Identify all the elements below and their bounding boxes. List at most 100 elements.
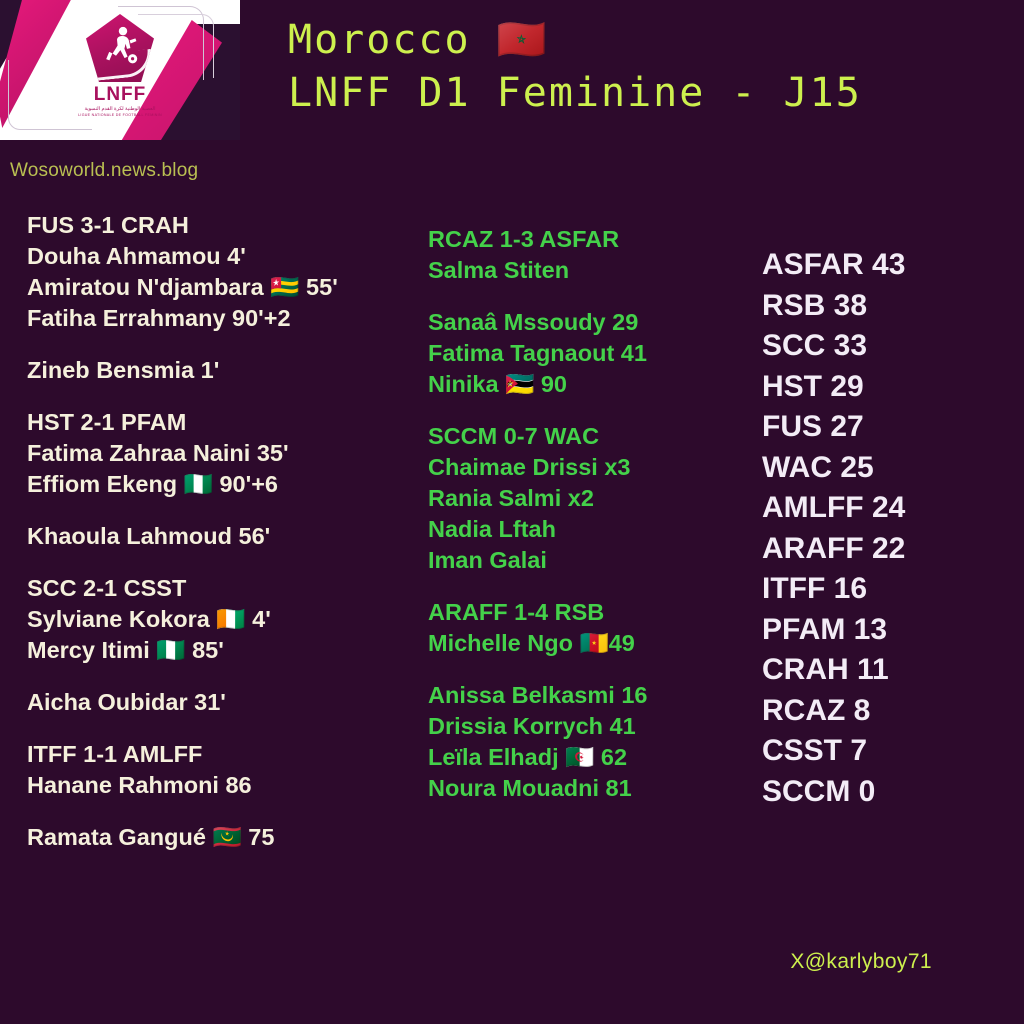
- country-flag-icon: 🇹🇬: [270, 273, 300, 301]
- result-line: Amiratou N'djambara 🇹🇬 55': [27, 272, 427, 303]
- standings-column: ASFAR 43 RSB 38 SCC 33 HST 29 FUS 27 WAC 25 AM…: [762, 245, 1022, 812]
- result-line: Mercy Itimi 🇳🇬 85': [27, 635, 427, 666]
- result-line: HST 2-1 PFAM: [27, 407, 427, 438]
- match-result-block: ITFF 1-1 AMLFF Hanane Rahmoni 86: [27, 739, 427, 801]
- logo-swoosh-decor: [90, 48, 154, 82]
- results-column-left: FUS 3-1 CRAH Douha Ahmamou 4' Amiratou N'd…: [27, 210, 427, 853]
- title-country-line: Morocco 🇲🇦: [288, 14, 862, 67]
- logo-subtitle-arabic: العصبة الوطنية لكرة القدم النسوية: [84, 106, 156, 112]
- standings-row: RCAZ 8: [762, 693, 871, 727]
- morocco-flag-icon: 🇲🇦: [496, 17, 547, 63]
- result-line: Douha Ahmamou 4': [27, 241, 427, 272]
- country-flag-icon: 🇳🇬: [156, 636, 186, 664]
- result-line-text: Salma Stiten: [428, 257, 570, 283]
- result-line: SCC 2-1 CSST: [27, 573, 427, 604]
- result-line-text: Fatima Zahraa Naini 35': [27, 440, 289, 466]
- logo-subtitle-french: LIGUE NATIONALE DE FOOTBALL FEMININ: [78, 112, 162, 117]
- result-line-text: Sylviane Kokora: [27, 606, 217, 632]
- blog-url-label[interactable]: Wosoworld.news.blog: [10, 160, 199, 181]
- result-line-text: Anissa Belkasmi 16: [428, 682, 648, 708]
- result-line-text: Ninika: [428, 371, 506, 397]
- result-line-text: Drissia Korrych 41: [428, 713, 636, 739]
- result-line: Ninika 🇲🇿 90: [428, 369, 748, 400]
- lnff-logo: LNFF العصبة الوطنية لكرة القدم النسوية L…: [60, 14, 180, 117]
- result-line: Hanane Rahmoni 86: [27, 770, 427, 801]
- result-line: Sylviane Kokora 🇨🇮 4': [27, 604, 427, 635]
- standings-row: WAC 25: [762, 450, 874, 484]
- result-line-text: SCC 2-1 CSST: [27, 575, 187, 601]
- result-line-text: Aicha Oubidar 31': [27, 689, 226, 715]
- result-line: Iman Galai: [428, 545, 748, 576]
- match-result-block: ARAFF 1-4 RSB Michelle Ngo 🇨🇲49: [428, 597, 748, 659]
- result-line-text: Ramata Gangué: [27, 824, 213, 850]
- result-line-text: SCCM 0-7 WAC: [428, 423, 600, 449]
- result-line: Chaimae Drissi x3: [428, 452, 748, 483]
- result-line-text: ARAFF 1-4 RSB: [428, 599, 605, 625]
- result-line-text: Douha Ahmamou 4': [27, 243, 246, 269]
- result-line: SCCM 0-7 WAC: [428, 421, 748, 452]
- standings-row: ARAFF 22: [762, 531, 906, 565]
- result-line: Noura Mouadni 81: [428, 773, 748, 804]
- result-line: Anissa Belkasmi 16: [428, 680, 748, 711]
- result-line-text: 75: [241, 824, 275, 850]
- result-line: Salma Stiten: [428, 255, 748, 286]
- match-result-block: Ramata Gangué 🇲🇷 75: [27, 822, 427, 853]
- title-competition-line: LNFF D1 Feminine - J15: [288, 69, 862, 116]
- result-line: Michelle Ngo 🇨🇲49: [428, 628, 748, 659]
- result-line-text: RCAZ 1-3 ASFAR: [428, 226, 620, 252]
- result-line: Khaoula Lahmoud 56': [27, 521, 427, 552]
- result-line: Effiom Ekeng 🇳🇬 90'+6: [27, 469, 427, 500]
- result-line-text: Fatima Tagnaout 41: [428, 340, 647, 366]
- result-line: Zineb Bensmia 1': [27, 355, 427, 386]
- country-flag-icon: 🇨🇲: [579, 629, 609, 657]
- match-result-block: Anissa Belkasmi 16 Drissia Korrych 41 Leïl…: [428, 680, 748, 804]
- result-line-text: Leïla Elhadj: [428, 744, 566, 770]
- banner-outline-decor-left: [8, 60, 92, 130]
- match-result-block: SCCM 0-7 WAC Chaimae Drissi x3 Rania Salmi…: [428, 421, 748, 576]
- standings-row: AMLFF 24: [762, 491, 906, 524]
- country-flag-icon: 🇳🇬: [183, 470, 213, 498]
- country-flag-icon: 🇨🇮: [216, 605, 246, 633]
- result-line: Sanaâ Mssoudy 29: [428, 307, 748, 338]
- result-line: Fatima Zahraa Naini 35': [27, 438, 427, 469]
- match-result-block: Khaoula Lahmoud 56': [27, 521, 427, 552]
- author-handle[interactable]: X@karlyboy71: [790, 950, 932, 973]
- match-result-block: Zineb Bensmia 1': [27, 355, 427, 386]
- result-line-text: 49: [608, 630, 635, 656]
- result-line: Fatiha Errahmany 90'+2: [27, 303, 427, 334]
- country-flag-icon: 🇩🇿: [565, 743, 595, 771]
- match-result-block: SCC 2-1 CSST Sylviane Kokora 🇨🇮 4' Mercy I…: [27, 573, 427, 666]
- result-line-text: 90: [534, 371, 567, 397]
- result-line: Nadia Lftah: [428, 514, 748, 545]
- country-flag-icon: 🇲🇷: [212, 823, 242, 851]
- result-line-text: Mercy Itimi: [27, 637, 157, 663]
- result-line-text: Rania Salmi x2: [428, 485, 594, 511]
- logo-wordmark: LNFF: [93, 84, 147, 105]
- result-line: Drissia Korrych 41: [428, 711, 748, 742]
- match-result-block: RCAZ 1-3 ASFAR Salma Stiten: [428, 224, 748, 286]
- banner-outline-decor-right-inner: [138, 14, 214, 78]
- result-line: FUS 3-1 CRAH: [27, 210, 427, 241]
- result-line-text: 55': [299, 274, 338, 300]
- country-flag-icon: 🇲🇿: [505, 370, 535, 398]
- match-result-block: HST 2-1 PFAM Fatima Zahraa Naini 35' Effio…: [27, 407, 427, 500]
- result-line-text: Fatiha Errahmany 90'+2: [27, 305, 291, 331]
- standings-row: PFAM 13: [762, 612, 888, 646]
- result-line: ARAFF 1-4 RSB: [428, 597, 748, 628]
- standings-row: CSST 7: [762, 734, 868, 767]
- result-line-text: 62: [594, 744, 628, 770]
- result-line-text: ITFF 1-1 AMLFF: [27, 741, 203, 767]
- result-line: Rania Salmi x2: [428, 483, 748, 514]
- footballer-icon: [106, 26, 138, 64]
- standings-row: HST 29: [762, 369, 864, 403]
- standings-row: RSB 38: [762, 288, 868, 322]
- standings-row: FUS 27: [762, 410, 864, 443]
- standings-row: ASFAR 43: [762, 248, 906, 281]
- result-line-text: Zineb Bensmia 1': [27, 357, 220, 383]
- league-logo-banner: LNFF العصبة الوطنية لكرة القدم النسوية L…: [0, 0, 240, 140]
- standings-row: CRAH 11: [762, 653, 889, 686]
- result-line-text: FUS 3-1 CRAH: [27, 212, 189, 238]
- pentagon-shield-icon: [86, 14, 154, 82]
- result-line-text: Amiratou N'djambara: [27, 274, 271, 300]
- result-line: RCAZ 1-3 ASFAR: [428, 224, 748, 255]
